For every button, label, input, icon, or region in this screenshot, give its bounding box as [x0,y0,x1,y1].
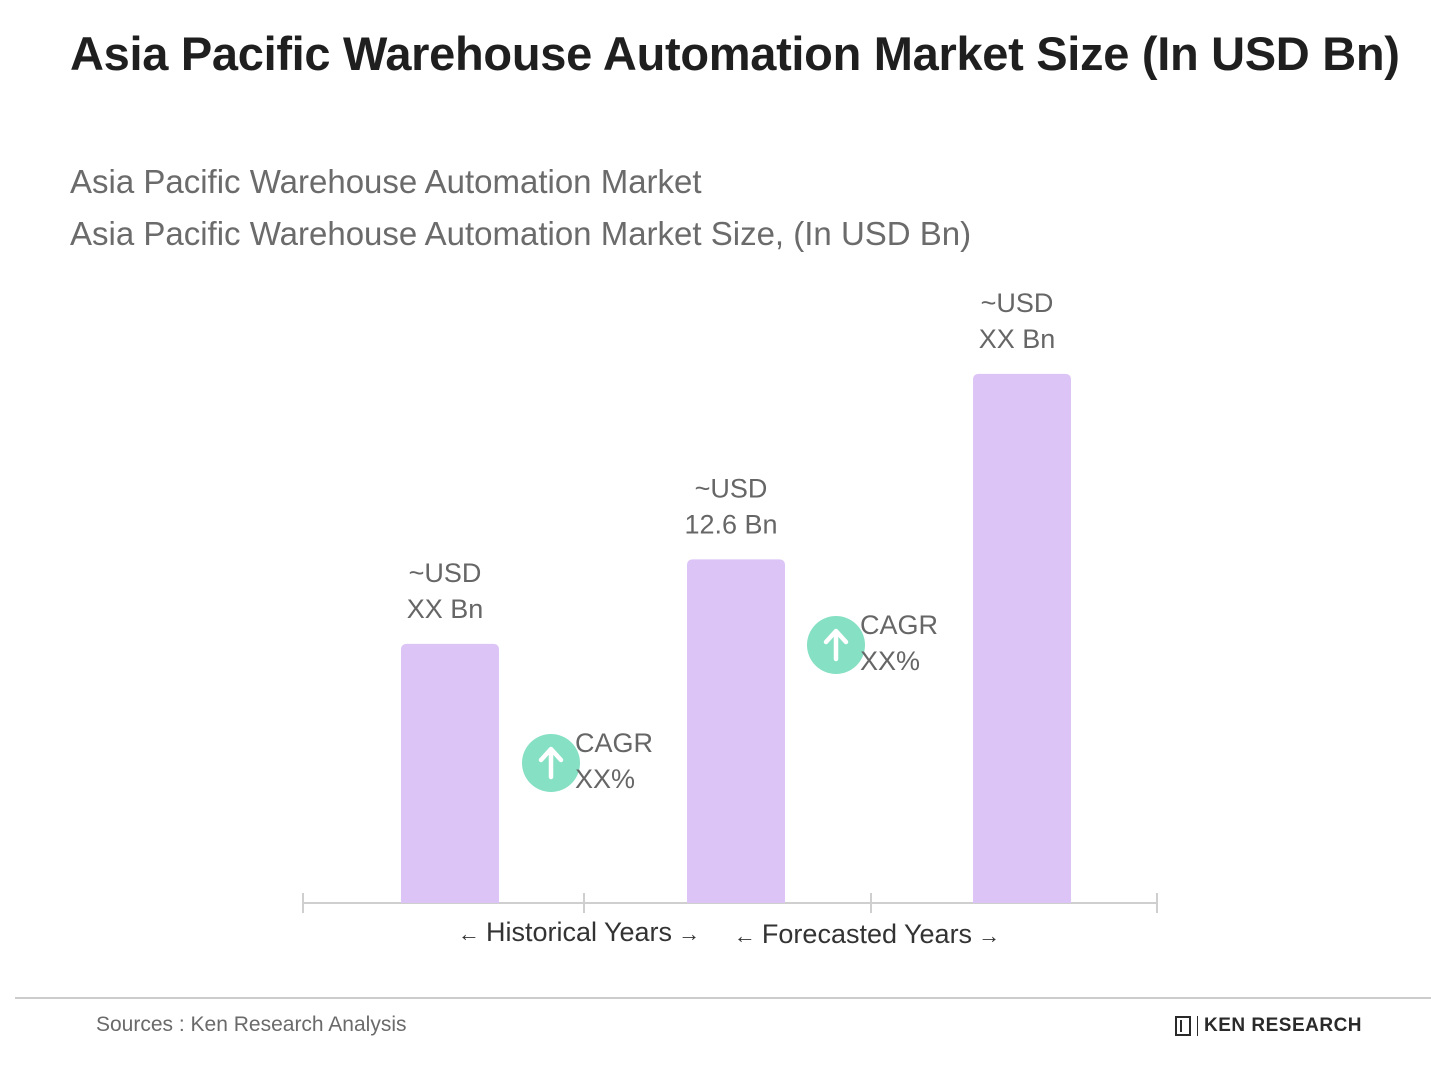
bar-chart: ~USD XX Bn ~USD 12.6 Bn ~USD XX Bn CAGR XX% CAGR… [302,288,1158,949]
ken-logo-icon [1175,1016,1191,1036]
logo-separator [1197,1016,1198,1036]
cagr-label: CAGR [860,610,938,640]
data-label-value: XX Bn [979,324,1056,354]
data-label-prefix: ~USD [981,288,1054,318]
data-label-value: 12.6 Bn [684,509,777,539]
period-label: ← Historical Years → [458,917,700,947]
cagr-value: XX% [575,764,635,794]
arrow-right-icon: → [972,923,1000,948]
data-label-prefix: ~USD [409,558,482,588]
data-label-value: XX Bn [407,594,484,624]
arrow-right-icon: → [672,921,700,946]
data-label-prefix: ~USD [695,473,768,503]
period-label-text: Historical Years [486,917,672,947]
arrow-left-icon: ← [458,921,486,946]
chart-title: Asia Pacific Warehouse Automation Market… [70,27,1400,80]
brand-logo: KEN RESEARCH [1175,1015,1362,1037]
bar [401,643,499,903]
source-note: Sources : Ken Research Analysis [96,1013,407,1036]
period-label: ← Forecasted Years → [734,919,1000,949]
arrow-up-icon [538,746,564,780]
arrow-left-icon: ← [734,923,762,948]
cagr-label: CAGR [575,728,653,758]
bar [687,559,785,903]
chart-subtitle-units: Asia Pacific Warehouse Automation Market… [70,215,972,252]
arrow-up-icon [823,628,849,662]
period-label-text: Forecasted Years [762,919,972,949]
chart-subtitle: Asia Pacific Warehouse Automation Market [70,163,702,200]
cagr-value: XX% [860,646,920,676]
footer-divider [15,997,1431,999]
bar [973,373,1071,904]
brand-name: KEN RESEARCH [1204,1015,1363,1036]
